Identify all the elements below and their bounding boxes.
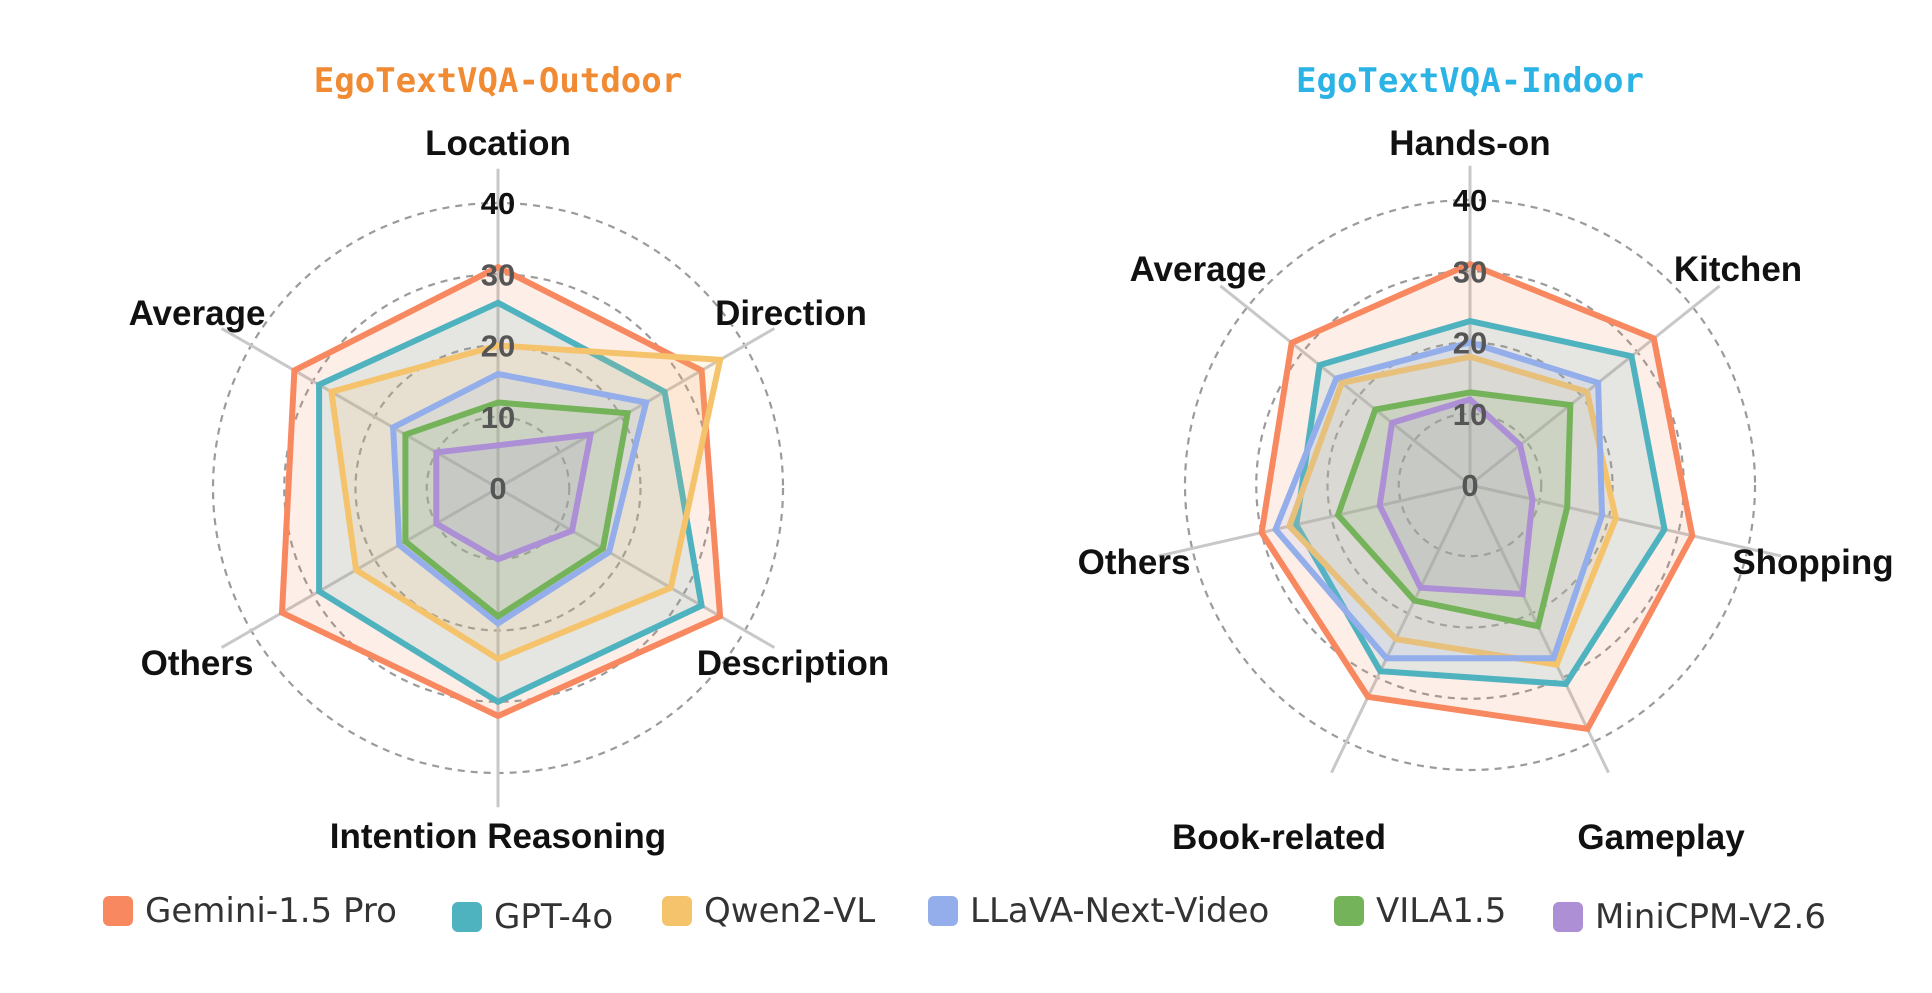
tick-label: 0 bbox=[1461, 468, 1478, 503]
axis-label: Average bbox=[1130, 250, 1267, 289]
legend-label: MiniCPM-V2.6 bbox=[1595, 897, 1826, 937]
grid-ring bbox=[425, 415, 571, 561]
tick-label: 10 bbox=[481, 400, 515, 435]
axis-label: Average bbox=[129, 294, 266, 333]
tick-labels: 0 10 20 30 40 bbox=[1453, 183, 1487, 503]
axis-label: Location bbox=[425, 124, 571, 163]
axis-label: Shopping bbox=[1732, 543, 1893, 582]
axis-spoke bbox=[497, 486, 776, 649]
tick-label: 40 bbox=[481, 186, 515, 221]
axis-label: Others bbox=[1078, 543, 1191, 582]
radar-chart-outdoor: 0 10 20 30 40 Location Direction Description Int… bbox=[129, 61, 890, 856]
series-polygon-minicpm-v2-6 bbox=[433, 431, 595, 563]
grid-ring bbox=[1326, 341, 1614, 629]
axis-spoke bbox=[1469, 284, 1721, 487]
radar-grid bbox=[211, 168, 785, 808]
tick-label: 30 bbox=[481, 257, 515, 292]
axis-labels: Hands-on Kitchen Shopping Gameplay Book-rela… bbox=[1078, 124, 1894, 857]
legend-item: GPT-4o bbox=[452, 897, 613, 937]
series-polygon-qwen2-vl bbox=[1285, 353, 1620, 669]
legend-label: VILA1.5 bbox=[1376, 891, 1507, 931]
axis-label: Description bbox=[697, 644, 890, 683]
legend-swatch bbox=[662, 896, 692, 926]
series-polygon-minicpm-v2-6 bbox=[1376, 396, 1536, 598]
legend-label: Gemini-1.5 Pro bbox=[145, 891, 397, 931]
axis-spoke bbox=[1219, 284, 1471, 487]
radar-chart-indoor: 0 10 20 30 40 Hands-on Kitchen Shopping Gameplay… bbox=[1078, 61, 1894, 857]
axis-label: Intention Reasoning bbox=[330, 817, 666, 856]
tick-label: 30 bbox=[1453, 254, 1487, 289]
grid-ring bbox=[1397, 412, 1543, 558]
axis-spoke bbox=[220, 327, 499, 490]
legend-swatch bbox=[928, 896, 958, 926]
legend-swatch bbox=[452, 902, 482, 932]
axis-spoke bbox=[497, 327, 776, 490]
series-polygon-vila1-5 bbox=[402, 399, 632, 620]
axis-label: Direction bbox=[715, 294, 867, 333]
radar-charts: 0 10 20 30 40 Location Direction Description Int… bbox=[129, 61, 1894, 857]
legend-item: Gemini-1.5 Pro bbox=[103, 891, 397, 931]
legend-item: MiniCPM-V2.6 bbox=[1553, 897, 1826, 937]
legend-item: LLaVA-Next-Video bbox=[928, 891, 1269, 931]
axis-spoke bbox=[1469, 483, 1782, 558]
tick-label: 20 bbox=[1453, 326, 1487, 361]
series-polygon-vila1-5 bbox=[1334, 389, 1574, 630]
series-polygon-llava-next-video bbox=[1272, 339, 1606, 662]
legend-swatch bbox=[103, 896, 133, 926]
legend-swatch bbox=[1334, 896, 1364, 926]
axis-label: Gameplay bbox=[1577, 818, 1745, 857]
axis-labels: Location Direction Description Intention Re… bbox=[129, 124, 890, 856]
axis-spoke bbox=[220, 486, 499, 649]
chart-title: EgoTextVQA-Indoor bbox=[1296, 61, 1644, 101]
chart-title: EgoTextVQA-Outdoor bbox=[314, 61, 682, 101]
legend-label: LLaVA-Next-Video bbox=[970, 891, 1270, 931]
radar-grid bbox=[1158, 165, 1782, 774]
tick-label: 40 bbox=[1453, 183, 1487, 218]
axis-label: Kitchen bbox=[1674, 250, 1802, 289]
legend: Gemini-1.5 Pro GPT-4o Qwen2-VL LLaVA-Next-V… bbox=[0, 875, 1932, 945]
tick-label: 0 bbox=[489, 471, 506, 506]
tick-label: 20 bbox=[481, 329, 515, 364]
legend-item: Qwen2-VL bbox=[662, 891, 875, 931]
axis-spoke bbox=[1330, 484, 1472, 774]
axis-label: Book-related bbox=[1172, 818, 1386, 857]
axis-label: Others bbox=[141, 644, 254, 683]
axis-spoke bbox=[1158, 483, 1471, 558]
series-polygon-gemini-1-5-pro bbox=[278, 263, 724, 720]
tick-labels: 0 10 20 30 40 bbox=[481, 186, 515, 506]
tick-label: 10 bbox=[1453, 397, 1487, 432]
legend-swatch bbox=[1553, 902, 1583, 932]
legend-label: Qwen2-VL bbox=[704, 891, 876, 931]
series-layer bbox=[278, 263, 724, 720]
legend-label: GPT-4o bbox=[494, 897, 614, 937]
series-polygon-gpt-4o bbox=[316, 299, 705, 706]
legend-item: VILA1.5 bbox=[1334, 891, 1506, 931]
axis-label: Hands-on bbox=[1389, 124, 1550, 163]
series-layer bbox=[1258, 260, 1696, 733]
